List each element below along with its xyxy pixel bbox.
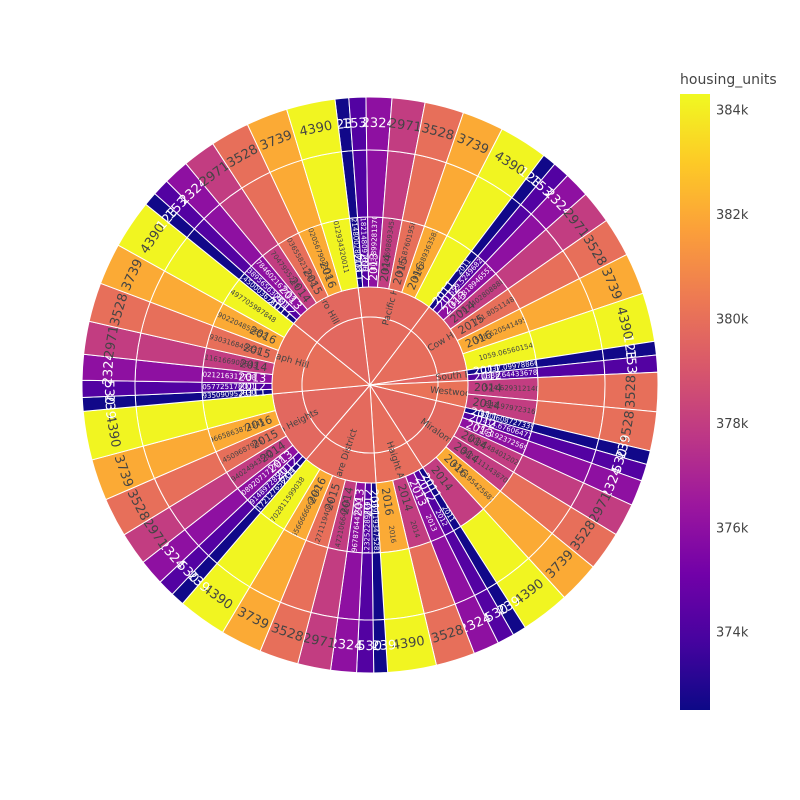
- housing-units-label: 4390: [102, 414, 123, 449]
- colorbar-tick-label: 384k: [716, 104, 749, 119]
- housing-units-label: 2324: [329, 636, 363, 654]
- year-value-label: 302.123252289869: [363, 501, 372, 570]
- year-value-label: 2016: [387, 525, 398, 544]
- colorbar-tick-label: 376k: [716, 521, 749, 536]
- colorbar-title: housing_units: [680, 72, 777, 88]
- year-value-label: 803.8992813700536: [370, 197, 380, 271]
- year-label: 2014: [378, 253, 395, 282]
- year-label: 2014: [474, 381, 502, 395]
- housing-units-label: 2971: [102, 324, 122, 359]
- year-label: 2013: [238, 370, 267, 385]
- colorbar-tick-label: 382k: [716, 208, 749, 223]
- housing-units-label: 3528: [624, 375, 640, 408]
- year-value-label: 524.6293121403000: [484, 384, 558, 394]
- year-value-label: 569.1934752837735: [370, 499, 381, 573]
- colorbar-tick-label: 374k: [716, 626, 749, 641]
- housing-units-label: 3528: [618, 410, 638, 445]
- colorbar-tick-label: 378k: [716, 417, 749, 432]
- year-label: 2013: [367, 253, 381, 281]
- housing-units-label: 2324: [361, 116, 395, 132]
- colorbar: housing_units 374k 376k 378k 380k 382k 384k: [680, 72, 777, 710]
- colorbar-tick-label: 380k: [716, 312, 749, 327]
- housing-units-label: 2324: [100, 352, 117, 386]
- colorbar-bar: [680, 94, 710, 710]
- housing-units-label: 2971: [388, 116, 423, 135]
- housing-units-label: 4390: [298, 118, 333, 140]
- housing-units-label: 2971: [301, 631, 336, 652]
- housing-units-label: 4390: [391, 634, 426, 654]
- year-label: 2014: [338, 486, 356, 516]
- sunburst-rings: Pacific Heights509.021480028817820111239…: [81, 96, 659, 674]
- year-value-label: 483.4057725178001: [182, 383, 256, 392]
- year-value-label: 586.2182148097696: [358, 197, 369, 271]
- year-label: 2014: [239, 357, 269, 374]
- housing-units-segment[interactable]: [134, 380, 203, 396]
- neighborhood-segment[interactable]: [316, 316, 371, 387]
- year-label: 2014: [472, 395, 502, 412]
- year-label: 2013: [351, 488, 367, 517]
- colorbar-ticks: 374k 376k 378k 380k 382k 384k: [716, 104, 749, 641]
- year-label: 2016: [379, 487, 396, 517]
- housing-units-outer-segment[interactable]: [286, 98, 342, 161]
